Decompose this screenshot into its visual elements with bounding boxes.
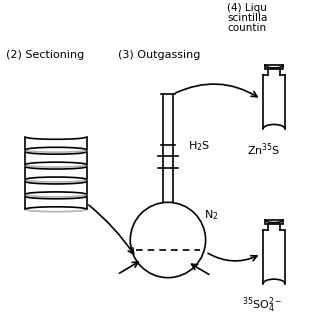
Text: scintilla: scintilla bbox=[228, 13, 268, 23]
Text: $\mathrm{N_2}$: $\mathrm{N_2}$ bbox=[204, 208, 218, 222]
Text: $\mathrm{^{35}SO_4^{2-}}$: $\mathrm{^{35}SO_4^{2-}}$ bbox=[242, 296, 283, 315]
Text: (2) Sectioning: (2) Sectioning bbox=[6, 50, 84, 60]
Text: $\mathrm{Zn^{35}S}$: $\mathrm{Zn^{35}S}$ bbox=[247, 142, 281, 158]
Text: $\mathrm{H_2S}$: $\mathrm{H_2S}$ bbox=[188, 139, 210, 153]
Text: countin: countin bbox=[228, 23, 267, 33]
Text: (3) Outgassing: (3) Outgassing bbox=[118, 50, 201, 60]
Text: (4) Liqu: (4) Liqu bbox=[228, 3, 267, 13]
